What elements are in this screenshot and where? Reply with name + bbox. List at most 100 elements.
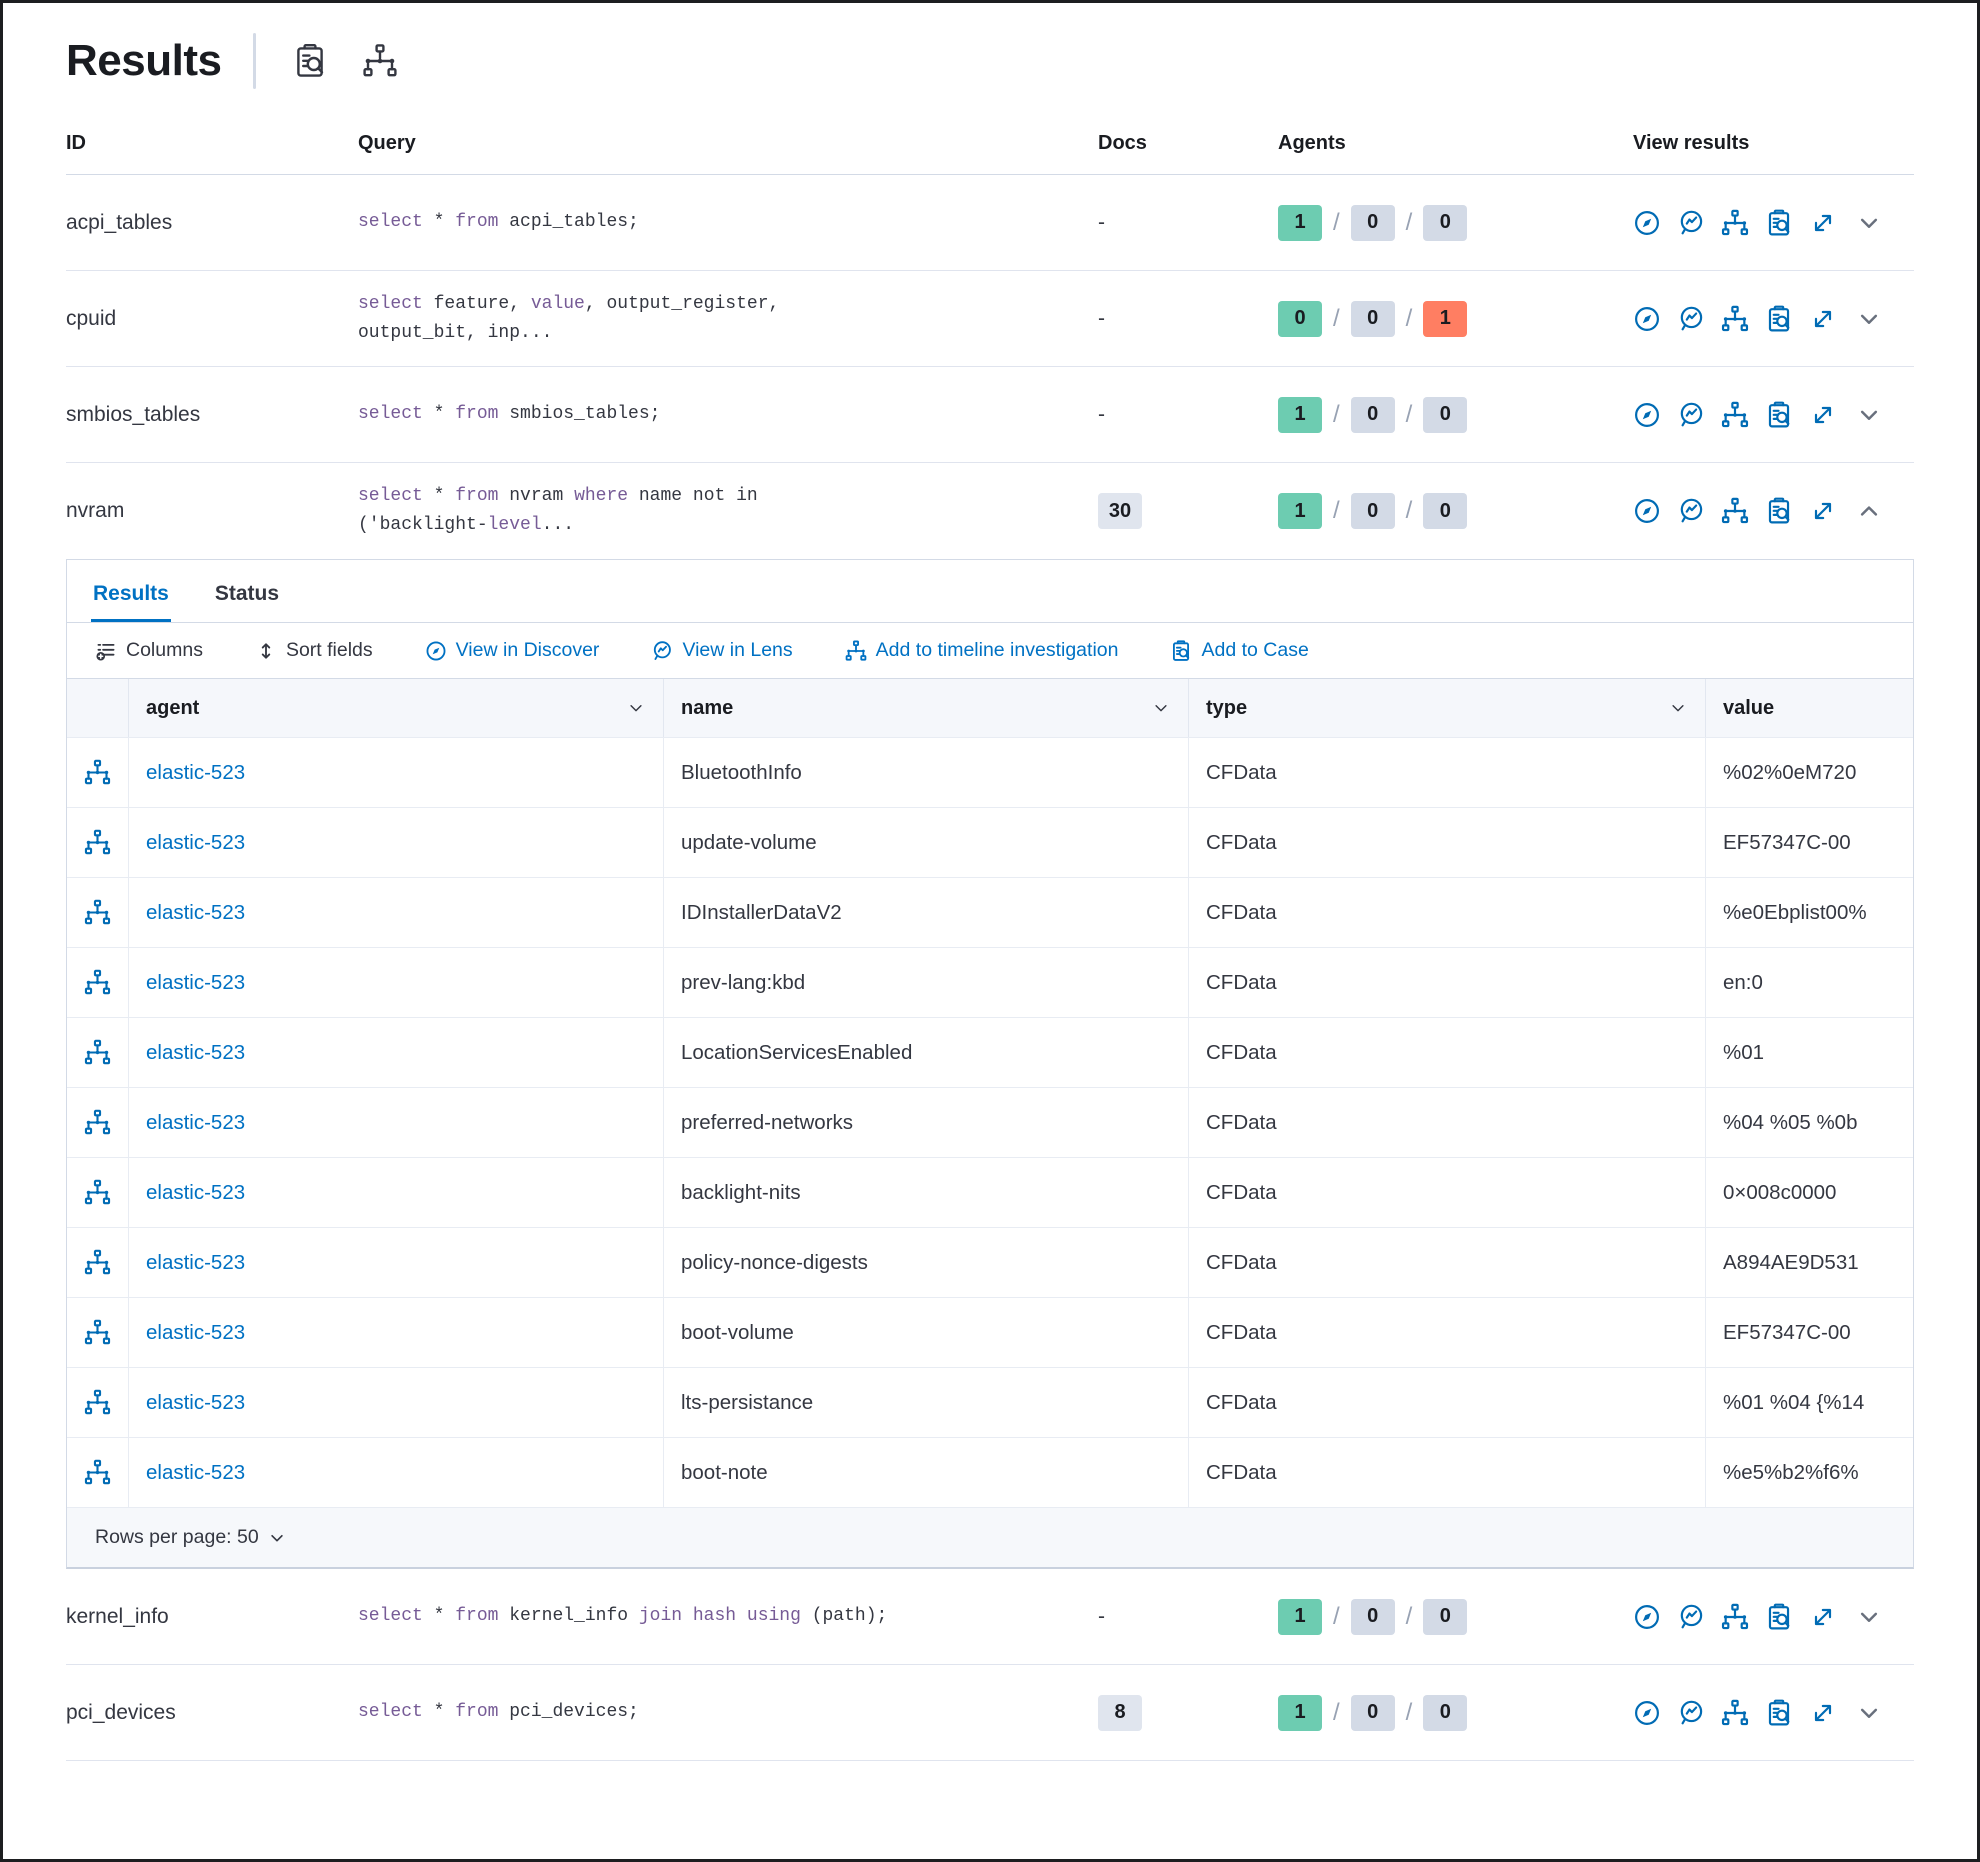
lens-button[interactable] (1677, 305, 1705, 333)
agent-link[interactable]: elastic-523 (146, 1040, 246, 1064)
expand-row-chevron-button[interactable] (1855, 1699, 1883, 1727)
row-timeline-action[interactable] (67, 737, 129, 807)
timeline-button[interactable] (1721, 1603, 1749, 1631)
row-timeline-action[interactable] (67, 1017, 129, 1087)
agents-badge-grey: 0 (1423, 204, 1468, 241)
add-to-timeline-investigation-button[interactable]: Add to timeline investigation (839, 638, 1125, 663)
discover-button[interactable] (1633, 1699, 1661, 1727)
cell-type: CFData (1189, 1017, 1706, 1087)
cell-value: %02%0eM720 (1706, 737, 1913, 807)
agent-link[interactable]: elastic-523 (146, 830, 246, 854)
docs-count: - (1098, 306, 1105, 330)
expand-row-chevron-button[interactable] (1855, 497, 1883, 525)
agent-link[interactable]: elastic-523 (146, 1320, 246, 1344)
cell-agent: elastic-523 (129, 877, 664, 947)
case-button[interactable] (1765, 497, 1793, 525)
discover-button[interactable] (1633, 209, 1661, 237)
timeline-button[interactable] (1721, 305, 1749, 333)
lens-button[interactable] (1677, 1603, 1705, 1631)
expand-button[interactable] (1809, 1699, 1837, 1727)
lens-icon (1680, 1700, 1703, 1724)
agent-link[interactable]: elastic-523 (146, 1460, 246, 1484)
timeline-button[interactable] (1721, 209, 1749, 237)
case-button[interactable] (1765, 209, 1793, 237)
expand-button[interactable] (1809, 497, 1837, 525)
expand-button[interactable] (1809, 305, 1837, 333)
agent-link[interactable]: elastic-523 (146, 900, 246, 924)
agents-badge-grey: 0 (1423, 1598, 1468, 1635)
grid-column-header-value[interactable]: value (1706, 679, 1913, 737)
cell-name: boot-note (664, 1437, 1189, 1507)
row-timeline-action[interactable] (67, 1157, 129, 1227)
discover-button[interactable] (1633, 305, 1661, 333)
expand-button[interactable] (1809, 401, 1837, 429)
cell-name: lts-persistance (664, 1367, 1189, 1437)
agent-link[interactable]: elastic-523 (146, 1110, 246, 1134)
case-icon (1768, 1603, 1790, 1629)
tab-results[interactable]: Results (91, 576, 171, 622)
agent-link[interactable]: elastic-523 (146, 760, 246, 784)
row-timeline-action[interactable] (67, 1087, 129, 1157)
cell-type: CFData (1189, 737, 1706, 807)
case-button[interactable] (1765, 401, 1793, 429)
cell-value: %04 %05 %0b (1706, 1087, 1913, 1157)
rows-per-page-button[interactable]: Rows per page: 50 (89, 1525, 293, 1550)
lens-button[interactable] (1677, 209, 1705, 237)
row-timeline-action[interactable] (67, 1297, 129, 1367)
discover-button[interactable] (1633, 1603, 1661, 1631)
grid-column-header-name[interactable]: name (664, 679, 1189, 737)
timeline-button[interactable] (1721, 401, 1749, 429)
lens-button[interactable] (1677, 401, 1705, 429)
expand-row-chevron-button[interactable] (1855, 209, 1883, 237)
add-to-case-button[interactable]: Add to Case (1164, 638, 1314, 663)
agents-badge-grey: 0 (1423, 1694, 1468, 1731)
sort-fields-button[interactable]: Sort fields (249, 638, 379, 663)
row-timeline-action[interactable] (67, 1367, 129, 1437)
lens-button[interactable] (1677, 497, 1705, 525)
grid-column-header-agent[interactable]: agent (129, 679, 664, 737)
expand-row-chevron-button[interactable] (1855, 1603, 1883, 1631)
inspect-button[interactable] (288, 39, 332, 83)
agent-link[interactable]: elastic-523 (146, 1250, 246, 1274)
timeline-icon (1721, 1699, 1749, 1725)
columns-button[interactable]: Columns (89, 638, 209, 663)
timeline-icon (84, 899, 111, 925)
timeline-icon (84, 759, 111, 785)
expand-button[interactable] (1809, 209, 1837, 237)
row-timeline-action[interactable] (67, 947, 129, 1017)
row-timeline-action[interactable] (67, 1437, 129, 1507)
view-in-discover-button[interactable]: View in Discover (419, 638, 606, 663)
row-timeline-action[interactable] (67, 1227, 129, 1297)
chevron-down-icon (1860, 1612, 1878, 1622)
lens-button[interactable] (1677, 1699, 1705, 1727)
timeline-button[interactable] (358, 39, 402, 83)
chevron-down-icon (270, 1534, 283, 1541)
docs-count: - (1098, 402, 1105, 426)
grid-column-header-type[interactable]: type (1189, 679, 1706, 737)
tab-status[interactable]: Status (213, 576, 281, 622)
discover-button[interactable] (1633, 401, 1661, 429)
expand-button[interactable] (1809, 1603, 1837, 1631)
timeline-icon (84, 1179, 111, 1205)
row-timeline-action[interactable] (67, 877, 129, 947)
expand-row-chevron-button[interactable] (1855, 401, 1883, 429)
discover-icon (1635, 210, 1659, 235)
case-button[interactable] (1765, 305, 1793, 333)
view-in-lens-button[interactable]: View in Lens (645, 638, 798, 663)
timeline-icon (1721, 401, 1749, 427)
case-button[interactable] (1765, 1699, 1793, 1727)
case-button[interactable] (1765, 1603, 1793, 1631)
timeline-button[interactable] (1721, 497, 1749, 525)
agent-link[interactable]: elastic-523 (146, 970, 246, 994)
agents-badge-green: 1 (1278, 396, 1322, 433)
timeline-icon (845, 640, 866, 661)
cell-value: EF57347C-00 (1706, 807, 1913, 877)
query-id: pci_devices (66, 1700, 176, 1724)
row-timeline-action[interactable] (67, 807, 129, 877)
agents-status: 0/0/1 (1278, 300, 1633, 337)
agent-link[interactable]: elastic-523 (146, 1180, 246, 1204)
expand-row-chevron-button[interactable] (1855, 305, 1883, 333)
agent-link[interactable]: elastic-523 (146, 1390, 246, 1414)
discover-button[interactable] (1633, 497, 1661, 525)
timeline-button[interactable] (1721, 1699, 1749, 1727)
